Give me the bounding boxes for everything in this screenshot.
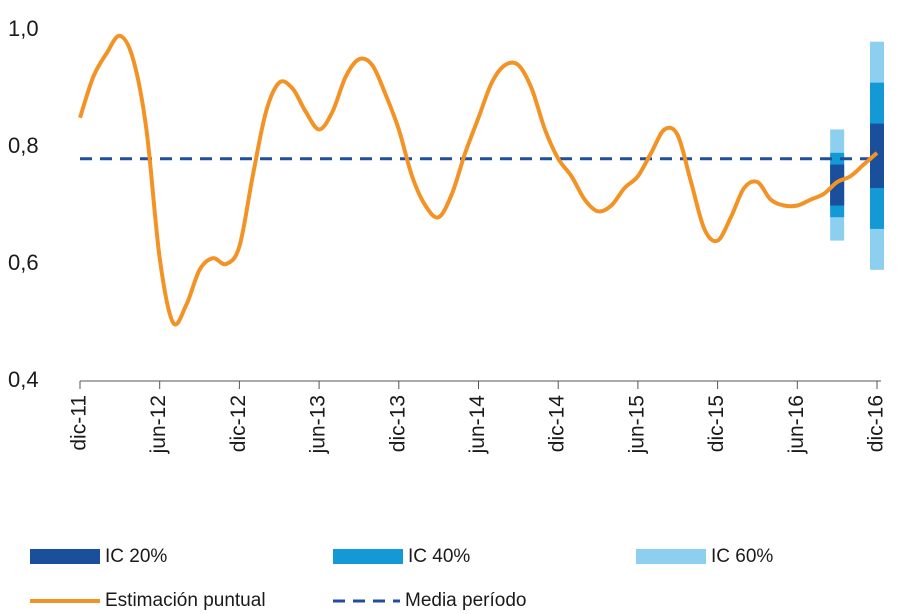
x-tick-label: jun-13	[307, 395, 330, 454]
y-tick-label: 0,8	[8, 133, 39, 158]
legend-label: IC 20%	[105, 546, 167, 567]
y-tick-label: 1,0	[8, 16, 39, 41]
legend-label: Media período	[405, 590, 526, 611]
legend-swatch	[636, 549, 706, 564]
interval-band	[830, 164, 845, 206]
legend-swatch	[30, 549, 100, 564]
x-tick-label: jun-16	[785, 395, 808, 454]
y-tick-label: 0,6	[8, 250, 39, 275]
x-tick-label: jun-15	[625, 395, 648, 454]
line-series	[78, 33, 879, 327]
legend-label: Estimación puntual	[105, 590, 266, 611]
legend-swatch	[333, 549, 403, 564]
x-tick-label: dic-15	[705, 395, 728, 452]
x-tick-label: dic-11	[68, 395, 91, 451]
x-tick-label: jun-12	[147, 395, 170, 454]
legend-label: IC 60%	[711, 546, 773, 567]
x-tick-label: dic-12	[227, 395, 250, 452]
x-tick-label: dic-13	[386, 395, 409, 452]
y-tick-label: 0,4	[8, 367, 39, 392]
x-tick-label: dic-14	[546, 395, 569, 453]
x-tick-label: dic-16	[865, 395, 888, 452]
x-tick-label: jun-14	[466, 395, 489, 455]
interval-band	[870, 123, 884, 188]
legend-label: IC 40%	[408, 546, 470, 567]
